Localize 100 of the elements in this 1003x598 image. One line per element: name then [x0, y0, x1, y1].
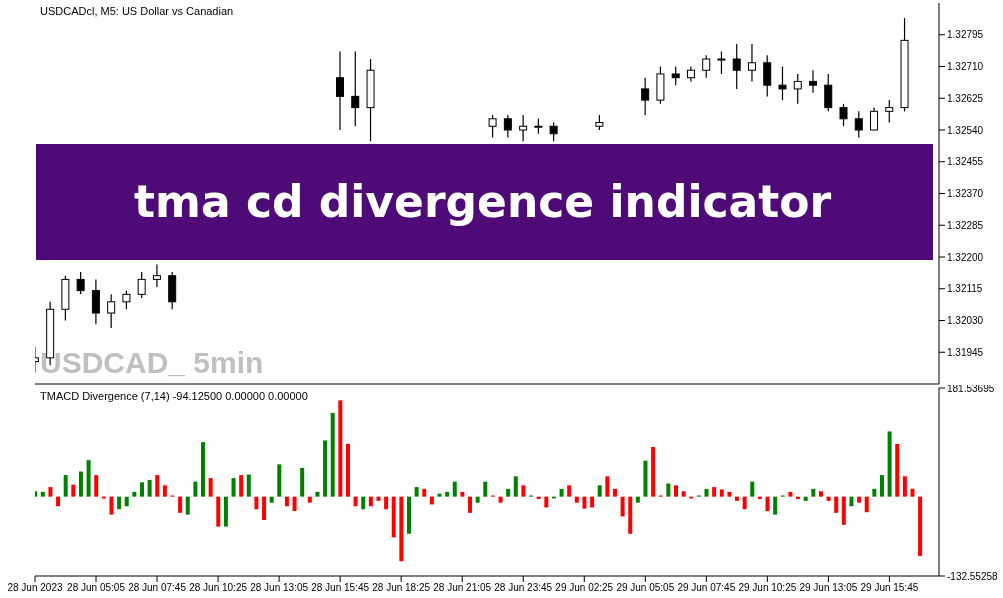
candlestick	[793, 73, 802, 105]
x-tick-label: 29 Jun 15:45	[860, 582, 919, 594]
bar	[574, 496, 579, 503]
bar	[674, 485, 678, 497]
x-tick-label: 28 Jun 2023	[7, 582, 63, 594]
bar	[857, 496, 862, 503]
bar	[773, 496, 778, 515]
bar	[849, 496, 854, 507]
bar	[231, 478, 236, 497]
bar	[185, 496, 190, 515]
bar	[559, 488, 564, 497]
y-tick-label: 1.32115	[947, 283, 983, 295]
bar	[788, 491, 793, 497]
bar	[353, 496, 358, 507]
candlestick	[702, 54, 711, 79]
bar	[826, 496, 831, 501]
bar	[910, 488, 915, 497]
bar	[338, 400, 343, 497]
bar	[834, 496, 839, 513]
bar	[178, 496, 183, 513]
bar	[612, 488, 617, 497]
bar	[323, 440, 328, 497]
bar	[307, 496, 312, 503]
bar	[483, 481, 488, 497]
y-tick-label: -132.55258	[947, 570, 999, 582]
bar	[582, 496, 587, 509]
candlestick	[91, 278, 100, 325]
candlestick	[503, 114, 512, 139]
bar	[201, 442, 206, 497]
bar	[841, 496, 846, 525]
bar	[521, 485, 526, 497]
bar	[750, 481, 755, 497]
bar	[742, 496, 747, 510]
x-tick-label: 28 Jun 07:45	[128, 582, 187, 594]
bar	[544, 496, 549, 508]
bar	[155, 475, 160, 497]
bar	[269, 496, 274, 503]
candlestick	[671, 65, 680, 86]
chart-title: USDCADcl, M5: US Dollar vs Canadian	[40, 5, 234, 17]
y-tick-label: 1.32285	[947, 219, 984, 231]
x-tick-label: 28 Jun 05:05	[67, 582, 126, 594]
candlestick	[747, 43, 756, 83]
candlestick	[336, 50, 345, 131]
x-tick-label: 29 Jun 13:05	[799, 582, 858, 594]
x-tick-label: 28 Jun 10:25	[189, 582, 248, 594]
bar	[445, 491, 450, 497]
bar	[666, 483, 671, 497]
candlestick	[488, 114, 497, 139]
bar	[918, 496, 923, 556]
bar	[879, 475, 884, 497]
bar	[498, 496, 503, 503]
bar	[147, 479, 152, 497]
bar	[71, 484, 76, 497]
bar	[391, 496, 396, 538]
bar	[292, 496, 297, 512]
candlestick	[107, 293, 116, 329]
candlestick	[854, 110, 863, 139]
bar	[345, 443, 350, 497]
candlestick	[76, 271, 85, 295]
bar	[597, 485, 602, 497]
bar	[40, 491, 45, 497]
bar	[887, 431, 892, 497]
bar	[681, 491, 686, 497]
bar	[300, 467, 305, 497]
bar	[193, 481, 198, 497]
y-tick-label: 1.32795	[947, 29, 984, 41]
y-tick-label: 1.32200	[947, 251, 984, 263]
bar	[429, 496, 434, 505]
x-tick-label: 28 Jun 23:45	[494, 582, 553, 594]
bar	[735, 496, 740, 501]
bar	[651, 446, 656, 497]
candlestick	[732, 43, 741, 90]
candlestick	[839, 103, 848, 127]
chart-title: TMACD Divergence (7,14) -94.12500 0.00000 0.00000	[40, 390, 308, 402]
bar	[361, 496, 366, 510]
candlestick	[824, 73, 833, 112]
bar	[376, 496, 381, 501]
bar	[78, 471, 83, 497]
banner: tma cd divergence indicator	[36, 144, 933, 260]
bar	[712, 487, 717, 497]
x-tick-label: 29 Jun 02:25	[555, 582, 614, 594]
y-tick-label: 1.32540	[947, 124, 984, 136]
candlestick	[351, 50, 360, 127]
bar	[368, 496, 373, 507]
bar	[399, 496, 404, 562]
bar	[567, 485, 572, 497]
y-tick-label: 1.32030	[947, 315, 984, 327]
bar	[48, 487, 53, 497]
bar	[872, 488, 877, 497]
x-tick-label: 29 Jun 07:45	[677, 582, 736, 594]
bar	[109, 496, 114, 515]
bar	[605, 476, 610, 497]
bar	[162, 485, 167, 497]
bar	[139, 482, 144, 497]
candlestick	[870, 106, 879, 131]
bar	[284, 496, 289, 507]
bar	[719, 489, 724, 497]
bar	[506, 488, 511, 497]
x-tick-label: 28 Jun 13:05	[250, 582, 309, 594]
bar	[216, 496, 221, 527]
